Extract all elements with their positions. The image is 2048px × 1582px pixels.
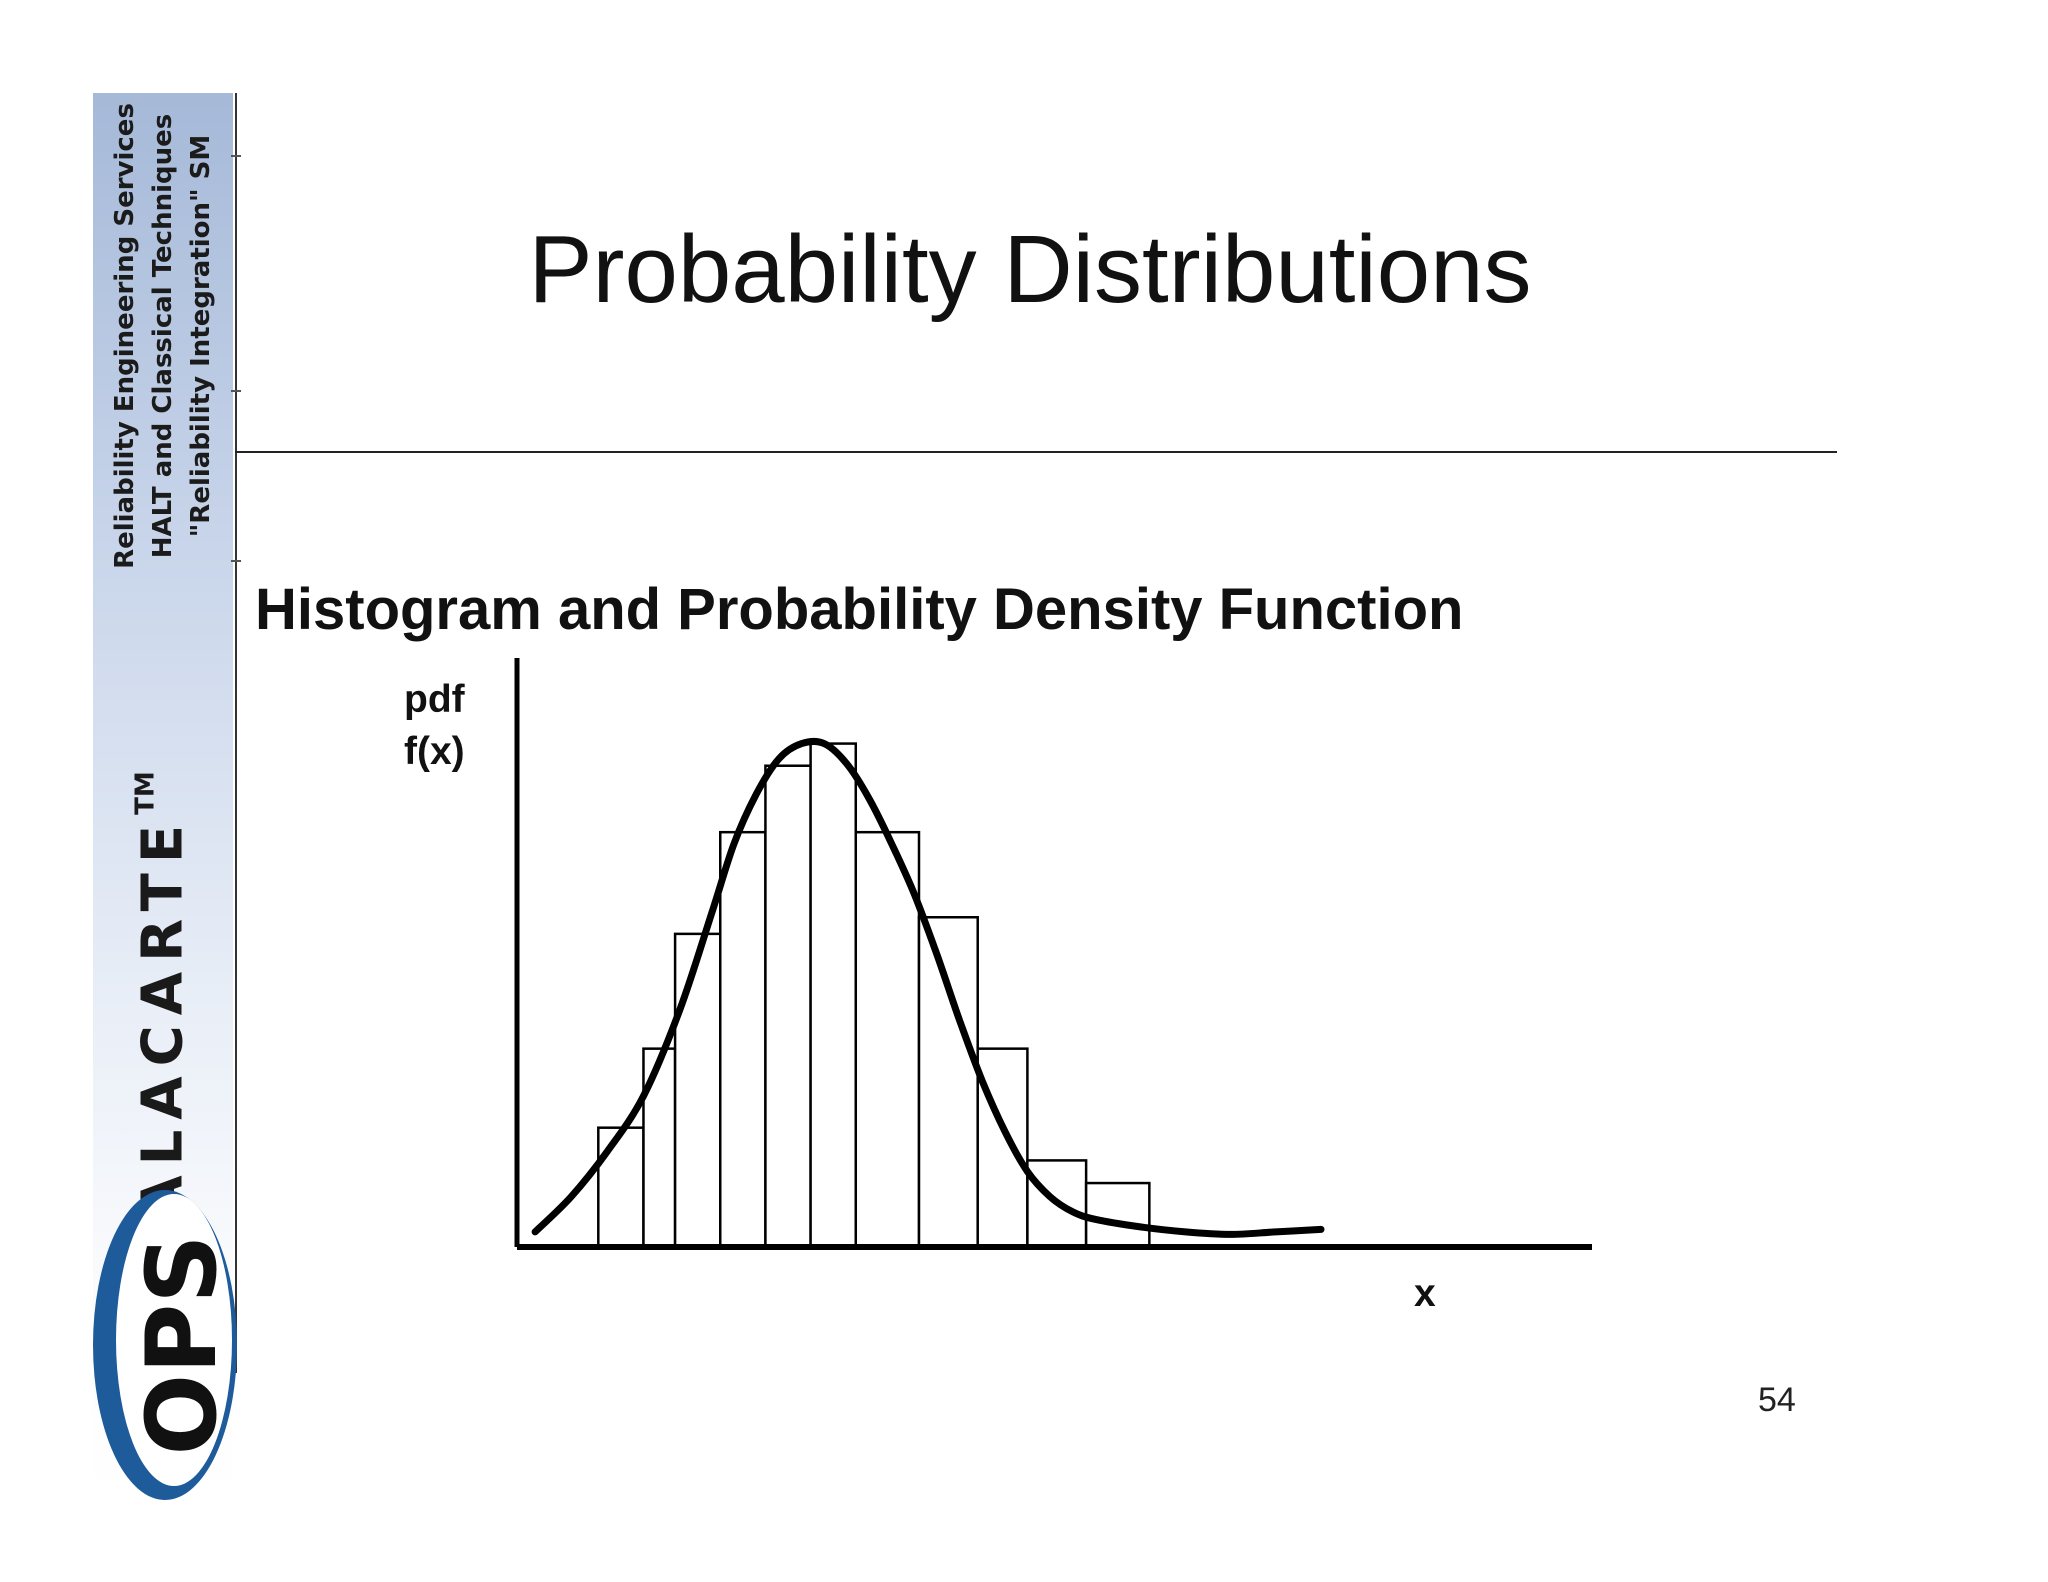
slide-title: Probability Distributions (528, 216, 1532, 323)
page-number: 54 (1758, 1381, 1796, 1419)
y-axis-label-line: pdf (404, 678, 465, 721)
histogram-bar-9 (976, 1047, 1029, 1249)
histogram-bar-3 (673, 932, 722, 1249)
ops-logo: OPS (93, 1190, 238, 1500)
logo-text: OPS (126, 1234, 238, 1455)
histogram-bar-1 (597, 1126, 645, 1249)
histogram-bar-5 (764, 764, 812, 1249)
histogram-bar-8 (917, 916, 979, 1249)
logo-swoosh-inner (116, 1194, 232, 1486)
sidebar-tick (231, 560, 241, 562)
histogram-bar-6 (809, 742, 858, 1249)
sidebar-tick (231, 155, 241, 157)
slide-subtitle: Histogram and Probability Density Functi… (255, 577, 1464, 642)
histogram-bar-7 (854, 830, 921, 1249)
histogram-bars (597, 742, 1151, 1249)
y-axis-label-line: f(x) (404, 730, 465, 773)
x-axis-label: x (1414, 1272, 1436, 1315)
histogram-bar-4 (719, 830, 767, 1249)
pdf-curve (531, 737, 1325, 1238)
histogram-bar-11 (1084, 1181, 1151, 1249)
sidebar-divider (235, 93, 237, 1373)
y-axis-label: pdf f(x) (404, 674, 465, 778)
sidebar-tick (231, 390, 241, 392)
title-divider (235, 451, 1837, 453)
